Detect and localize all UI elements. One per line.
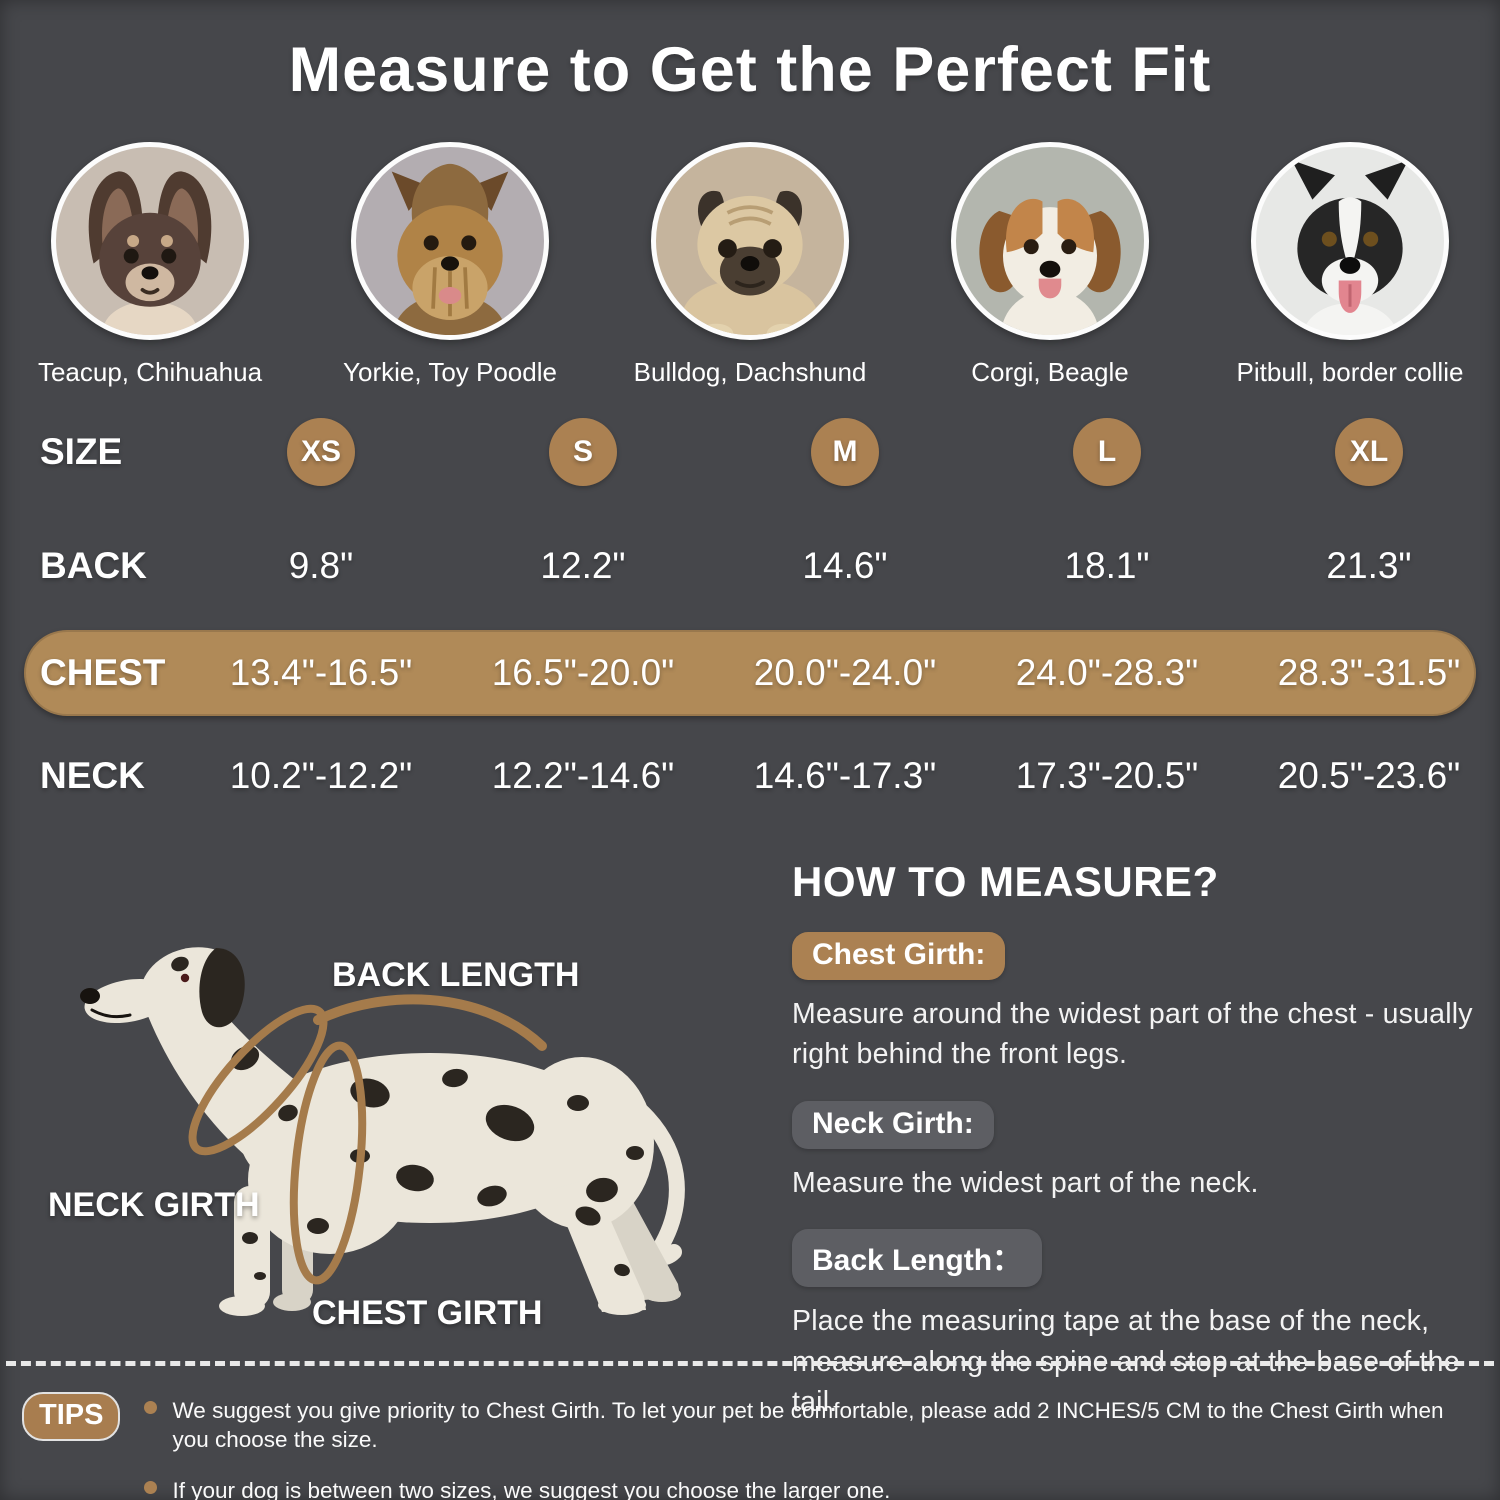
neck-value: 12.2"-14.6"	[491, 755, 675, 796]
chest-value: 16.5"-20.0"	[491, 652, 675, 693]
back-value: 9.8"	[288, 545, 354, 586]
back-row-label: BACK	[40, 545, 147, 586]
back-value: 12.2"	[540, 545, 626, 586]
back-length-pill: Back Length：	[792, 1229, 1043, 1288]
chest-value: 28.3"-31.5"	[1277, 652, 1461, 693]
size-badge-m: M	[811, 418, 879, 486]
breed-photo-row: Teacup, Chihuahua Yorkie, Toy P	[0, 142, 1500, 388]
breed-column: Teacup, Chihuahua	[38, 142, 262, 388]
how-to-measure-section: HOW TO MEASURE? Chest Girth: Measure aro…	[792, 858, 1492, 1423]
size-badge-xl: XL	[1335, 418, 1403, 486]
breed-column: Pitbull, border collie	[1236, 142, 1464, 388]
neck-girth-label: NECK GIRTH	[48, 1186, 260, 1224]
size-badge-xs: XS	[287, 418, 355, 486]
chest-girth-text: Measure around the widest part of the ch…	[792, 998, 1473, 1071]
page-title: Measure to Get the Perfect Fit	[288, 35, 1212, 105]
chest-value: 24.0"-28.3"	[1015, 652, 1199, 693]
neck-value: 10.2"-12.2"	[229, 755, 413, 796]
border-collie-photo	[1250, 142, 1449, 340]
breed-label: Pitbull, border collie	[1236, 357, 1464, 387]
neck-girth-text: Measure the widest part of the neck.	[792, 1166, 1259, 1199]
tip-text: If your dog is between two sizes, we sug…	[172, 1477, 891, 1500]
breed-label: Corgi, Beagle	[971, 357, 1129, 387]
back-value: 21.3"	[1326, 545, 1412, 586]
neck-row: NECK 10.2"-12.2" 12.2"-14.6" 14.6"-17.3"…	[0, 748, 1500, 804]
size-row-label: SIZE	[40, 431, 123, 472]
breed-column: Yorkie, Toy Poodle	[343, 142, 557, 388]
dalmatian-illustration	[80, 947, 685, 1316]
tip-item: We suggest you give priority to Chest Gi…	[144, 1396, 1484, 1455]
tips-list: We suggest you give priority to Chest Gi…	[144, 1386, 1484, 1500]
chest-row: CHEST 13.4"-16.5" 16.5"-20.0" 20.0"-24.0…	[0, 630, 1500, 716]
chest-highlight-band	[24, 630, 1476, 716]
tips-section: TIPS We suggest you give priority to Che…	[22, 1386, 1484, 1500]
size-badge-s: S	[549, 418, 617, 486]
size-badge-l: L	[1073, 418, 1141, 486]
pug-photo	[651, 142, 849, 340]
dog-measurement-diagram: BACK LENGTH NECK GIRTH CHEST GIRTH	[30, 898, 760, 1338]
neck-value: 17.3"-20.5"	[1015, 755, 1199, 796]
chest-value: 13.4"-16.5"	[229, 652, 413, 693]
neck-row-label: NECK	[40, 755, 145, 796]
bullet-dot-icon	[144, 1480, 158, 1494]
how-to-measure-heading: HOW TO MEASURE?	[792, 858, 1219, 905]
chihuahua-photo	[51, 142, 249, 340]
tips-badge: TIPS	[22, 1392, 121, 1441]
chest-value: 20.0"-24.0"	[753, 652, 937, 693]
breed-column: Bulldog, Dachshund	[633, 142, 867, 388]
dashed-divider	[6, 1361, 1494, 1366]
chest-girth-label: CHEST GIRTH	[312, 1294, 543, 1332]
chest-girth-pill: Chest Girth:	[792, 932, 1006, 980]
breed-column: Corgi, Beagle	[951, 142, 1149, 388]
chest-girth-section: Chest Girth: Measure around the widest p…	[792, 932, 1492, 1075]
size-row: SIZE XS S M L XL	[0, 416, 1500, 488]
back-value: 18.1"	[1064, 545, 1150, 586]
neck-value: 20.5"-23.6"	[1277, 755, 1461, 796]
beagle-photo	[951, 142, 1149, 340]
neck-girth-pill: Neck Girth:	[792, 1100, 994, 1149]
yorkie-photo	[351, 142, 549, 340]
neck-value: 14.6"-17.3"	[753, 755, 937, 796]
chest-row-label: CHEST	[40, 652, 166, 693]
back-row: BACK 9.8" 12.2" 14.6" 18.1" 21.3"	[0, 538, 1500, 594]
back-value: 14.6"	[802, 545, 888, 586]
breed-label: Bulldog, Dachshund	[633, 357, 867, 387]
breed-label: Yorkie, Toy Poodle	[343, 357, 557, 387]
breed-label: Teacup, Chihuahua	[37, 357, 263, 387]
neck-girth-section: Neck Girth: Measure the widest part of t…	[792, 1100, 1492, 1203]
tip-item: If your dog is between two sizes, we sug…	[144, 1476, 1484, 1500]
tip-text: We suggest you give priority to Chest Gi…	[172, 1398, 1444, 1453]
back-length-label: BACK LENGTH	[332, 956, 580, 994]
bullet-dot-icon	[144, 1401, 158, 1414]
